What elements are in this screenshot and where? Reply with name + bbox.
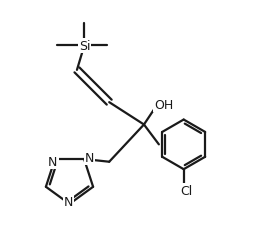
Text: N: N xyxy=(64,196,73,208)
Text: OH: OH xyxy=(154,99,173,112)
Text: Si: Si xyxy=(79,40,90,52)
Text: N: N xyxy=(85,152,94,165)
Text: N: N xyxy=(48,156,58,168)
Text: Cl: Cl xyxy=(180,184,192,197)
